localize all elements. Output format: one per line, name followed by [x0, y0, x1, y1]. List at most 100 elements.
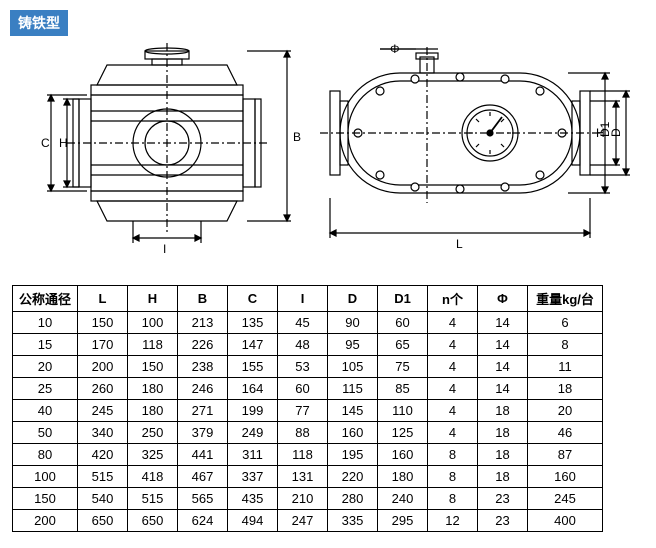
table-cell: 18 [478, 444, 528, 466]
table-cell: 23 [478, 488, 528, 510]
col-header: 公称通径 [13, 286, 78, 312]
table-cell: 340 [78, 422, 128, 444]
table-cell: 77 [278, 400, 328, 422]
table-cell: 18 [478, 400, 528, 422]
table-cell: 118 [128, 334, 178, 356]
table-cell: 650 [128, 510, 178, 532]
table-cell: 494 [228, 510, 278, 532]
table-cell: 8 [428, 488, 478, 510]
col-header: H [128, 286, 178, 312]
table-cell: 400 [528, 510, 603, 532]
table-row: 20200150238155531057541411 [13, 356, 603, 378]
table-cell: 8 [428, 444, 478, 466]
table-cell: 65 [378, 334, 428, 356]
table-cell: 210 [278, 488, 328, 510]
table-cell: 624 [178, 510, 228, 532]
table-cell: 325 [128, 444, 178, 466]
table-cell: 467 [178, 466, 228, 488]
front-view-drawing: Φ H D1 D L [320, 43, 630, 268]
table-cell: 271 [178, 400, 228, 422]
table-cell: 260 [78, 378, 128, 400]
table-cell: 60 [378, 312, 428, 334]
table-cell: 110 [378, 400, 428, 422]
table-row: 402451802711997714511041820 [13, 400, 603, 422]
table-cell: 4 [428, 422, 478, 444]
table-cell: 20 [13, 356, 78, 378]
table-cell: 441 [178, 444, 228, 466]
table-cell: 180 [128, 400, 178, 422]
table-cell: 14 [478, 356, 528, 378]
table-row: 151701182261474895654148 [13, 334, 603, 356]
dim-i: I [163, 242, 166, 256]
table-cell: 48 [278, 334, 328, 356]
table-cell: 125 [378, 422, 428, 444]
table-cell: 280 [328, 488, 378, 510]
dimensions-table: 公称通径LHBCIDD1n个Φ重量kg/台 101501002131354590… [12, 285, 603, 532]
table-cell: 170 [78, 334, 128, 356]
table-cell: 14 [478, 334, 528, 356]
table-cell: 115 [328, 378, 378, 400]
table-cell: 650 [78, 510, 128, 532]
col-header: D [328, 286, 378, 312]
table-cell: 335 [328, 510, 378, 532]
table-cell: 295 [378, 510, 428, 532]
dim-c: C [41, 136, 50, 150]
table-cell: 40 [13, 400, 78, 422]
table-cell: 150 [128, 356, 178, 378]
side-view-drawing: C H I B [27, 43, 307, 268]
table-cell: 14 [478, 378, 528, 400]
table-cell: 247 [278, 510, 328, 532]
table-cell: 135 [228, 312, 278, 334]
table-cell: 18 [528, 378, 603, 400]
table-cell: 420 [78, 444, 128, 466]
table-cell: 45 [278, 312, 328, 334]
table-cell: 565 [178, 488, 228, 510]
table-cell: 50 [13, 422, 78, 444]
table-cell: 180 [128, 378, 178, 400]
table-cell: 160 [528, 466, 603, 488]
table-cell: 540 [78, 488, 128, 510]
dim-phi: Φ [390, 43, 400, 56]
table-cell: 240 [378, 488, 428, 510]
table-cell: 515 [78, 466, 128, 488]
table-cell: 80 [13, 444, 78, 466]
table-cell: 337 [228, 466, 278, 488]
table-row: 8042032544131111819516081887 [13, 444, 603, 466]
table-cell: 75 [378, 356, 428, 378]
material-type-label: 铸铁型 [10, 10, 68, 36]
table-row: 100515418467337131220180818160 [13, 466, 603, 488]
table-cell: 8 [428, 466, 478, 488]
table-cell: 164 [228, 378, 278, 400]
col-header: L [78, 286, 128, 312]
table-cell: 249 [228, 422, 278, 444]
table-cell: 435 [228, 488, 278, 510]
dim-h-left: H [59, 136, 68, 150]
table-cell: 118 [278, 444, 328, 466]
table-cell: 199 [228, 400, 278, 422]
table-cell: 105 [328, 356, 378, 378]
table-cell: 418 [128, 466, 178, 488]
table-cell: 200 [78, 356, 128, 378]
table-cell: 85 [378, 378, 428, 400]
table-cell: 87 [528, 444, 603, 466]
table-cell: 23 [478, 510, 528, 532]
table-cell: 213 [178, 312, 228, 334]
table-cell: 18 [478, 422, 528, 444]
table-cell: 245 [528, 488, 603, 510]
col-header: n个 [428, 286, 478, 312]
table-cell: 88 [278, 422, 328, 444]
table-cell: 14 [478, 312, 528, 334]
table-cell: 11 [528, 356, 603, 378]
table-header-row: 公称通径LHBCIDD1n个Φ重量kg/台 [13, 286, 603, 312]
table-cell: 379 [178, 422, 228, 444]
table-cell: 515 [128, 488, 178, 510]
dim-l: L [456, 237, 463, 251]
table-row: 150540515565435210280240823245 [13, 488, 603, 510]
table-cell: 145 [328, 400, 378, 422]
table-cell: 90 [328, 312, 378, 334]
table-cell: 250 [128, 422, 178, 444]
table-cell: 180 [378, 466, 428, 488]
col-header: D1 [378, 286, 428, 312]
table-cell: 160 [328, 422, 378, 444]
table-cell: 4 [428, 378, 478, 400]
